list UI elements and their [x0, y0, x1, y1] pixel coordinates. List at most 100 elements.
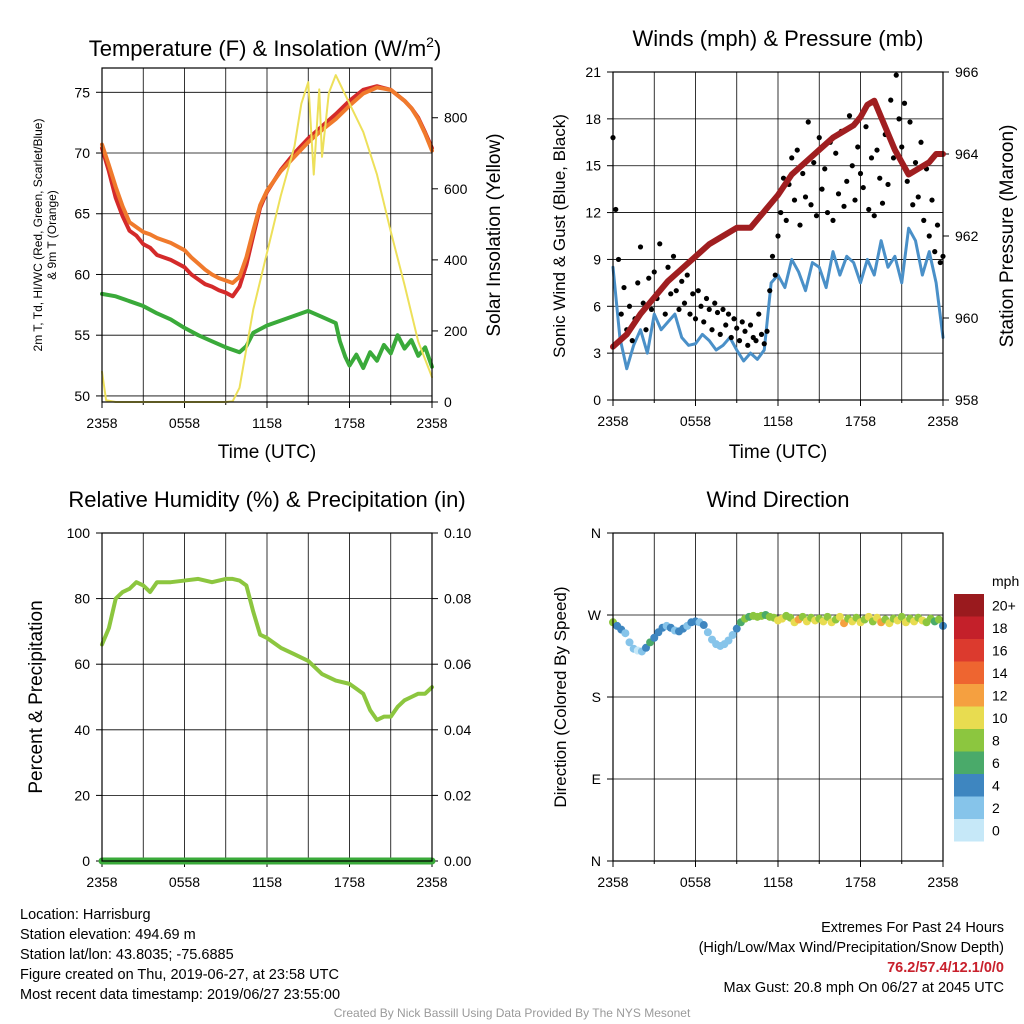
x-tick-label: 1758 [334, 874, 365, 890]
y2-tick-label: 962 [955, 228, 979, 244]
gust-point [618, 311, 624, 317]
y2-tick-label: 0.10 [444, 525, 471, 541]
y-tick-label: 20 [74, 787, 90, 803]
gust-point [635, 280, 641, 286]
gust-point [802, 194, 809, 200]
gust-point [613, 206, 619, 213]
chart-title: Relative Humidity (%) & Precipitation (i… [68, 487, 465, 512]
gust-point [767, 288, 773, 294]
gust-point [800, 170, 806, 177]
gust-point [681, 300, 688, 306]
extremes-info: Extremes For Past 24 Hours (High/Low/Max… [699, 918, 1004, 998]
direction-point [621, 629, 630, 638]
chart-panel-4 [607, 532, 984, 867]
gust-point [753, 338, 759, 344]
y-tick-label: 55 [74, 327, 90, 343]
direction-point [728, 631, 737, 640]
gust-point [912, 159, 919, 166]
x-tick-label: 1158 [763, 874, 793, 890]
gust-point [690, 291, 696, 297]
y2-tick-label: 200 [444, 323, 468, 339]
gust-point [646, 275, 652, 281]
chart-panel-3 [96, 532, 438, 867]
gust-point [813, 213, 820, 219]
extremes-subtitle: (High/Low/Max Wind/Precipitation/Snow De… [698, 940, 1004, 956]
gust-point [615, 256, 622, 263]
gust-point [877, 175, 883, 181]
gust-point [778, 209, 784, 216]
series-line [100, 291, 434, 370]
gust-point [863, 124, 869, 130]
y-tick-label: S [592, 689, 601, 705]
colorbar-swatch [954, 661, 984, 684]
gust-point [676, 306, 682, 313]
y-tick-label: 0 [593, 392, 601, 408]
x-axis-label: Time (UTC) [729, 442, 828, 463]
direction-point [934, 615, 943, 624]
location-text: Location: Harrisburg [20, 907, 151, 923]
gust-point [720, 306, 726, 313]
y-axis-label: Direction (Colored By Speed) [551, 586, 570, 807]
y2-tick-label: 800 [444, 110, 468, 126]
y-axis-label: Percent & Precipitation [26, 600, 47, 793]
colorbar-swatch [954, 684, 984, 707]
series-line [610, 97, 946, 350]
gust-point [783, 217, 789, 223]
y-tick-label: 80 [74, 591, 90, 607]
direction-point [823, 612, 832, 621]
y2-tick-label: 400 [444, 252, 468, 268]
x-tick-label: 1758 [334, 415, 365, 431]
y-tick-label: N [591, 853, 601, 869]
y2-tick-label: 960 [955, 310, 979, 326]
gust-point [932, 249, 938, 255]
gust-point [775, 233, 781, 239]
gust-point [706, 306, 712, 313]
gust-point [871, 213, 877, 219]
gust-point [712, 300, 718, 306]
direction-point [703, 628, 712, 637]
y-tick-label: 40 [74, 722, 90, 738]
series-line [100, 576, 434, 722]
colorbar-swatch [954, 616, 984, 639]
gust-point [852, 197, 858, 203]
y-tick-label: 75 [74, 84, 90, 100]
gust-point [728, 334, 734, 341]
gust-point [794, 147, 800, 153]
gust-point [662, 311, 668, 317]
plot-frame [101, 532, 433, 862]
y2-tick-label: 600 [444, 181, 468, 197]
gust-point [910, 202, 916, 208]
x-axis-label: Time (UTC) [218, 442, 317, 463]
gust-point [841, 203, 847, 209]
gust-point [819, 186, 825, 192]
y2-tick-label: 964 [955, 146, 979, 162]
gust-point [860, 184, 866, 191]
created-text: Figure created on Thu, 2019-06-27, at 23… [20, 967, 339, 983]
gust-point [857, 170, 864, 177]
gust-point [626, 303, 633, 309]
colorbar-swatch [954, 706, 984, 729]
gust-point [703, 295, 710, 302]
gust-point [747, 322, 754, 328]
x-tick-label: 2358 [597, 413, 628, 429]
colorbar-label: 14 [992, 665, 1008, 681]
colorbar-label: 2 [992, 800, 1000, 816]
colorbar-label: 4 [992, 777, 1000, 793]
gust-point [772, 272, 778, 278]
direction-point [625, 638, 634, 647]
x-tick-label: 2358 [86, 874, 117, 890]
y2-tick-label: 0 [444, 394, 452, 410]
gust-point [918, 139, 924, 145]
y-tick-label: N [591, 525, 601, 541]
colorbar-swatch [954, 774, 984, 797]
gust-point [679, 278, 685, 284]
gust-point [824, 209, 831, 216]
y-tick-label: 6 [593, 298, 601, 314]
station-info: Location: Harrisburg Station elevation: … [20, 905, 340, 1005]
gust-point [835, 191, 842, 197]
y-tick-label: E [592, 771, 601, 787]
y2-axis-label: Station Pressure (Maroon) [997, 125, 1018, 348]
x-tick-label: 0558 [680, 874, 711, 890]
x-tick-label: 2358 [927, 413, 958, 429]
gust-point [684, 272, 690, 278]
